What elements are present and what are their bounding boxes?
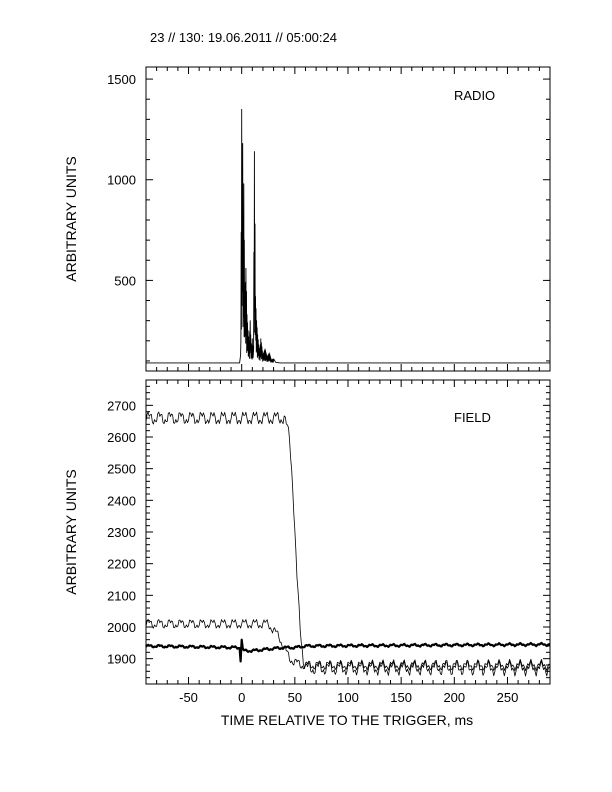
x-tick-label: 100 [337,690,359,705]
y-tick-label: 2500 [107,462,136,477]
y-tick-label: 1900 [107,652,136,667]
series-line [145,638,551,663]
radio-panel: RADIO ARBITRARY UNITS 500 1000 1500 [63,66,551,372]
y-tick-label: 500 [114,273,136,288]
y-tick-label: 1000 [107,173,136,188]
field-plot-frame [145,379,551,685]
x-tick-label: 250 [497,690,519,705]
x-tick-label: 200 [443,690,465,705]
x-axis-label: TIME RELATIVE TO THE TRIGGER, ms [221,712,473,728]
y-tick-label: 2000 [107,620,136,635]
series-line [145,411,551,677]
field-panel: FIELD ARBITRARY UNITS -50 0 50 100 150 200 250… [63,379,551,705]
x-tick-label: 50 [288,690,302,705]
y-tick-label: 2300 [107,525,136,540]
y-tick-label: 2200 [107,557,136,572]
radio-panel-label: RADIO [454,88,495,103]
x-tick-label: 150 [390,690,412,705]
field-panel-label: FIELD [454,410,491,425]
x-tick-label: -50 [179,690,198,705]
header-text: 23 // 130: 19.06.2011 // 05:00:24 [150,30,337,45]
series-line [145,618,551,672]
series-line [146,108,550,364]
y-tick-label: 2700 [107,398,136,413]
y-tick-label: 2600 [107,430,136,445]
x-tick-label: 0 [238,690,245,705]
y-tick-label: 1500 [107,72,136,87]
field-ylabel: ARBITRARY UNITS [63,469,79,595]
radio-ylabel: ARBITRARY UNITS [63,156,79,282]
radio-plot-frame [145,66,551,372]
y-tick-label: 2400 [107,493,136,508]
y-tick-label: 2100 [107,588,136,603]
